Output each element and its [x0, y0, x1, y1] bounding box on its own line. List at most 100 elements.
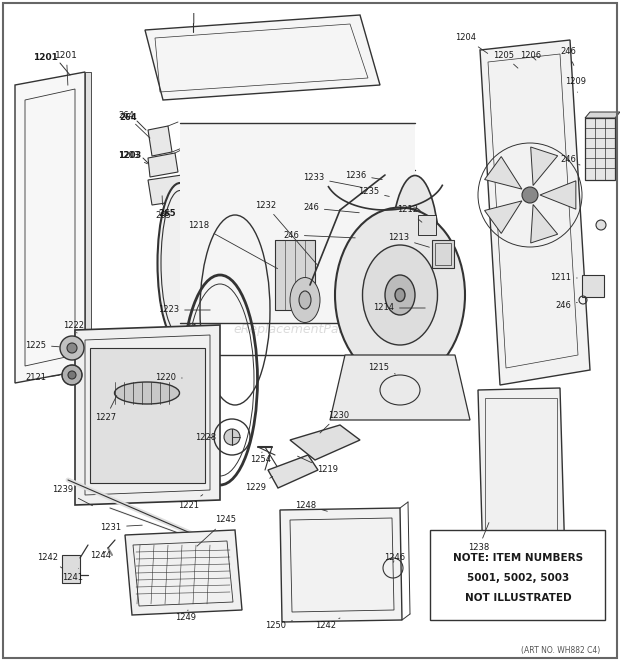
Circle shape [224, 429, 240, 445]
Circle shape [522, 187, 538, 203]
Text: 1203: 1203 [118, 151, 141, 159]
Text: 264: 264 [119, 114, 137, 122]
Text: 5001, 5002, 5003: 5001, 5002, 5003 [467, 573, 569, 583]
Text: 246: 246 [283, 231, 355, 239]
Circle shape [596, 220, 606, 230]
Polygon shape [145, 15, 380, 100]
Ellipse shape [157, 183, 203, 343]
Ellipse shape [395, 288, 405, 301]
Text: |: | [191, 13, 195, 23]
Circle shape [221, 547, 227, 553]
Circle shape [68, 371, 76, 379]
Text: 1232: 1232 [255, 200, 318, 266]
Ellipse shape [385, 275, 415, 315]
Text: 1220: 1220 [155, 373, 182, 383]
Bar [180, 123, 415, 323]
Ellipse shape [115, 382, 180, 404]
Polygon shape [485, 201, 522, 233]
Text: 246: 246 [555, 301, 577, 309]
Text: 1254: 1254 [250, 452, 271, 465]
Text: 1228: 1228 [195, 434, 216, 442]
Polygon shape [268, 455, 318, 488]
Polygon shape [478, 388, 565, 562]
Text: 1231: 1231 [100, 522, 142, 531]
Text: 1203: 1203 [118, 151, 148, 164]
Text: 1241: 1241 [62, 568, 83, 582]
Text: 1238: 1238 [468, 523, 489, 553]
Text: 246: 246 [560, 155, 580, 165]
Polygon shape [15, 72, 85, 383]
Bar [430, 530, 605, 620]
Text: 1221: 1221 [178, 494, 203, 510]
Polygon shape [540, 181, 576, 209]
Polygon shape [585, 112, 620, 118]
Bar [485, 398, 557, 553]
Text: 1213: 1213 [388, 233, 429, 247]
Text: 265: 265 [158, 210, 176, 219]
Text: 1245: 1245 [197, 516, 236, 546]
Text: 1222: 1222 [63, 321, 84, 333]
Bar [432, 240, 454, 268]
Text: 1235: 1235 [358, 188, 389, 196]
Bar [435, 243, 451, 265]
Text: 1218: 1218 [188, 221, 278, 268]
Text: 1201: 1201 [55, 50, 78, 85]
Polygon shape [148, 126, 172, 156]
Text: 1201: 1201 [33, 54, 58, 63]
Text: 1242: 1242 [315, 618, 340, 629]
Text: 246: 246 [560, 48, 576, 65]
Text: 246: 246 [303, 204, 359, 213]
Text: 1233: 1233 [303, 173, 362, 188]
Text: 1215: 1215 [368, 364, 396, 374]
Polygon shape [330, 355, 470, 420]
Ellipse shape [335, 208, 465, 383]
Text: 1230: 1230 [320, 410, 349, 433]
Text: 1244: 1244 [90, 551, 111, 559]
Polygon shape [148, 153, 178, 177]
Ellipse shape [399, 208, 431, 318]
Polygon shape [480, 40, 590, 385]
Text: 1204: 1204 [455, 34, 488, 54]
Text: (ART NO. WH882 C4): (ART NO. WH882 C4) [521, 646, 600, 654]
Text: 1211: 1211 [550, 274, 577, 282]
Text: 1205: 1205 [493, 50, 518, 68]
Text: 1225: 1225 [25, 340, 60, 350]
Text: 1242: 1242 [37, 553, 62, 568]
Ellipse shape [363, 245, 438, 345]
Text: 1249: 1249 [175, 610, 196, 623]
Polygon shape [148, 175, 186, 205]
Text: 1236: 1236 [345, 171, 383, 180]
Text: NOT ILLUSTRATED: NOT ILLUSTRATED [464, 593, 571, 603]
Circle shape [60, 336, 84, 360]
Polygon shape [280, 508, 402, 622]
Text: 1227: 1227 [95, 395, 117, 422]
Ellipse shape [290, 278, 320, 323]
Bar [85, 72, 91, 370]
Polygon shape [125, 530, 242, 615]
Circle shape [67, 343, 77, 353]
Circle shape [62, 365, 82, 385]
Text: 1250: 1250 [265, 621, 292, 629]
Text: 265: 265 [155, 196, 171, 219]
Text: 1206: 1206 [520, 50, 541, 60]
Text: NOTE: ITEM NUMBERS: NOTE: ITEM NUMBERS [453, 553, 583, 563]
Text: 1229: 1229 [245, 477, 273, 492]
Bar [585, 118, 615, 180]
Ellipse shape [390, 176, 440, 350]
Polygon shape [531, 147, 557, 186]
Text: 1239: 1239 [52, 485, 92, 506]
Text: 1209: 1209 [565, 77, 586, 93]
Bar [62, 555, 80, 583]
Bar [582, 275, 604, 297]
Text: 264: 264 [118, 110, 150, 138]
Polygon shape [485, 157, 522, 189]
Text: 1219: 1219 [298, 456, 338, 475]
Polygon shape [75, 325, 220, 505]
Polygon shape [531, 204, 557, 243]
Text: 1212: 1212 [397, 206, 422, 222]
Text: 1223: 1223 [158, 305, 210, 315]
Text: 2121: 2121 [25, 373, 60, 383]
Ellipse shape [299, 291, 311, 309]
Text: eReplacementParts.com: eReplacementParts.com [234, 323, 386, 336]
Bar [275, 240, 315, 310]
